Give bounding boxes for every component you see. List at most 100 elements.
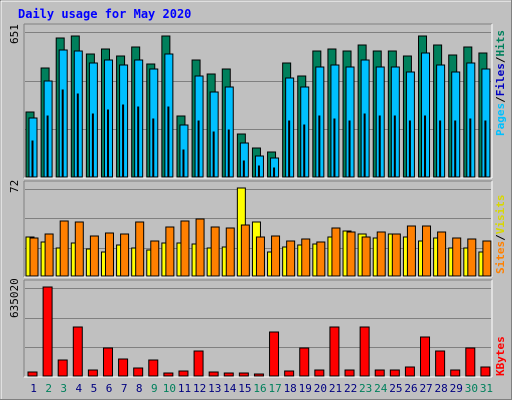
day-label: 2 <box>45 382 52 395</box>
sites-bar <box>74 221 84 277</box>
pages-bar <box>137 106 140 178</box>
legend-sites: Sites <box>494 241 507 274</box>
visits-y-max-label: 72 <box>8 180 21 193</box>
sites-bar <box>225 227 235 277</box>
hits-y-max-label: 651 <box>8 24 21 44</box>
day-label: 7 <box>121 382 128 395</box>
kbytes-bar <box>480 366 491 377</box>
pages-bar <box>408 120 411 178</box>
day-label: 20 <box>314 382 327 395</box>
sites-bar <box>120 233 130 277</box>
kbytes-bar <box>253 373 264 377</box>
kbytes-bar <box>72 326 83 377</box>
pages-bar <box>212 131 215 178</box>
day-label: 1 <box>30 382 37 395</box>
pages-bar <box>167 106 170 178</box>
kbytes-bar <box>133 367 144 377</box>
sites-bar <box>331 227 341 277</box>
legend-files: Files <box>494 63 507 96</box>
sites-bar <box>89 235 99 277</box>
pages-bar <box>348 120 351 178</box>
pages-bar <box>182 149 185 178</box>
kbytes-panel <box>23 279 493 378</box>
day-label: 6 <box>106 382 113 395</box>
hits-legend-label: Pages/Files/Hits <box>494 30 507 136</box>
day-label: 30 <box>465 382 478 395</box>
sites-bar <box>150 240 160 277</box>
kbytes-bar <box>148 359 159 377</box>
kbytes-bar <box>314 369 325 377</box>
sites-bar <box>422 225 432 277</box>
day-label: 13 <box>208 382 221 395</box>
kbytes-bar <box>118 358 129 377</box>
pages-bar <box>31 140 34 178</box>
day-label: 24 <box>374 382 388 395</box>
kbytes-bar <box>208 371 219 377</box>
pages-bar <box>61 89 64 178</box>
sites-bar <box>210 226 220 277</box>
chart-title: Daily usage for May 2020 <box>18 7 191 21</box>
pages-bar <box>242 160 245 178</box>
day-label: 9 <box>151 382 158 395</box>
day-label: 28 <box>435 382 448 395</box>
pages-bar <box>333 118 336 178</box>
pages-bar <box>378 115 381 178</box>
kbytes-bar <box>178 370 189 377</box>
sites-bar <box>29 237 39 277</box>
kbytes-bar <box>435 350 446 377</box>
sites-bar <box>180 220 190 277</box>
legend-hits: Hits <box>494 30 507 57</box>
kbytes-bar <box>329 326 340 377</box>
pages-bar <box>197 120 200 178</box>
pages-bar <box>303 124 306 178</box>
day-label: 18 <box>284 382 297 395</box>
kbytes-bar <box>163 372 174 377</box>
pages-bar <box>393 115 396 178</box>
day-label: 22 <box>344 382 357 395</box>
sites-bar <box>316 241 326 277</box>
kbytes-bar <box>57 359 68 377</box>
day-label: 16 <box>253 382 266 395</box>
day-label: 8 <box>136 382 143 395</box>
sites-bar <box>467 238 477 277</box>
sites-bar <box>346 231 356 277</box>
day-label: 23 <box>359 382 372 395</box>
sites-bar <box>240 224 250 277</box>
pages-bar <box>76 93 79 178</box>
day-label: 21 <box>329 382 342 395</box>
day-label: 29 <box>450 382 463 395</box>
pages-bar <box>46 115 49 178</box>
day-label: 3 <box>60 382 67 395</box>
day-label: 4 <box>76 382 83 395</box>
hits-files-pages-panel <box>23 23 493 179</box>
kbytes-bar <box>450 369 461 377</box>
pages-bar <box>454 120 457 178</box>
kbytes-bar <box>193 350 204 377</box>
legend-sep-2: / <box>494 56 507 63</box>
kbytes-bar <box>238 372 249 377</box>
kbytes-y-max-label: 635020 <box>8 278 21 318</box>
day-label: 17 <box>268 382 281 395</box>
kbytes-legend-label: KBytes <box>494 336 507 376</box>
sites-bar <box>286 240 296 277</box>
day-label: 26 <box>404 382 417 395</box>
sites-bar <box>59 220 69 277</box>
day-label: 27 <box>419 382 432 395</box>
pages-bar <box>106 109 109 178</box>
kbytes-bar <box>344 369 355 377</box>
pages-bar <box>424 115 427 178</box>
sites-bar <box>437 231 447 277</box>
legend-kbytes: KBytes <box>494 336 507 376</box>
kbytes-bar <box>299 347 310 377</box>
pages-bar <box>439 120 442 178</box>
sites-bar <box>376 231 386 277</box>
day-label: 10 <box>163 382 176 395</box>
sites-bar <box>44 233 54 277</box>
day-label: 5 <box>91 382 98 395</box>
kbytes-bar <box>404 366 415 377</box>
pages-bar <box>318 115 321 178</box>
sites-bar <box>195 218 205 277</box>
sites-bar <box>271 235 281 277</box>
sites-bar <box>104 232 114 277</box>
sites-bar <box>135 221 145 277</box>
